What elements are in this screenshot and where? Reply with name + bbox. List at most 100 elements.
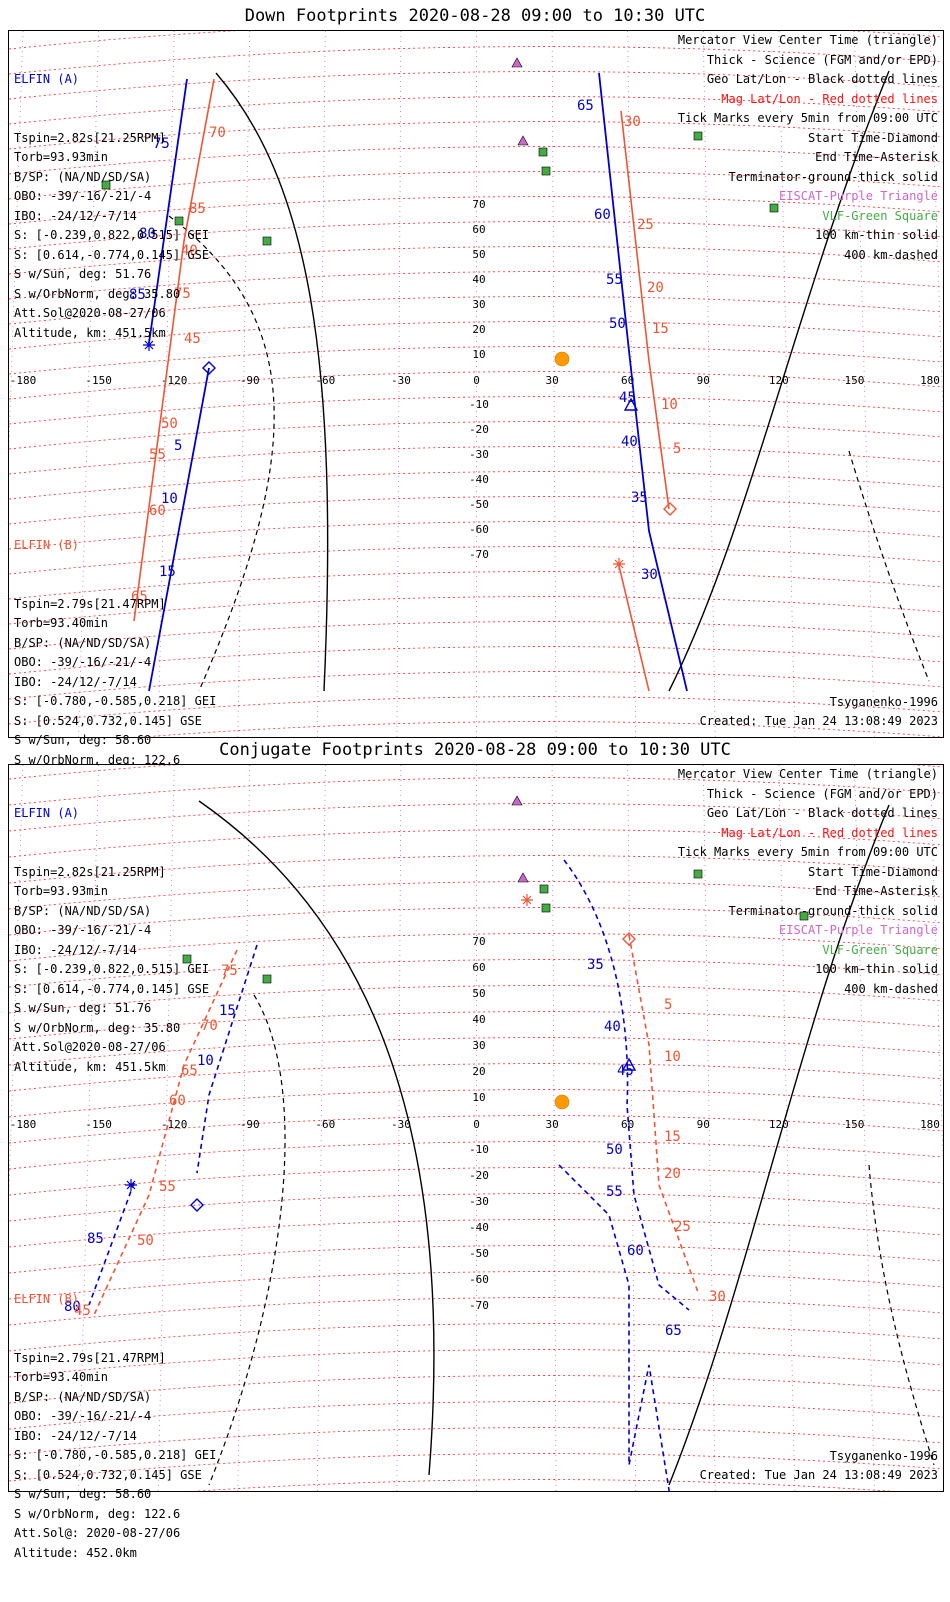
legend-entry: Mag Lat/Lon - Red dotted lines [721,825,938,840]
elfin-a-line: Att.Sol@2020-08-27/06 [14,1040,166,1054]
model-label: Tsyganenko-1996 [829,695,938,709]
mag-lat-line [9,246,943,275]
track-labels: 65 60 55 50 45 40 35 30 75 80 85 5 10 15 30 25 20 15 10 5 40… [129,98,681,605]
mag-lat-line [9,1141,943,1170]
elfin-b-track-label: 60 [149,503,166,519]
elfin-b-track [618,565,650,692]
mag-lat-line [9,959,943,988]
elfin-a-track [196,944,258,1174]
lon-tick-label: 120 [769,1118,789,1131]
elfin-a-track-label: 35 [631,490,648,506]
legend-entry: Geo Lat/Lon - Black dotted lines [706,806,938,820]
mag-lat-line [9,1063,943,1092]
lat-tick-label: -10 [469,1143,489,1156]
lat-tick-label: 30 [472,1039,485,1052]
mag-lat-line [9,71,943,100]
eiscat-triangle [511,57,523,68]
mag-lat-line [9,1115,943,1144]
lon-tick-label: 60 [621,1118,634,1131]
lat-tick-label: 30 [472,298,485,311]
mag-lat-line [9,829,943,858]
mag-lat-line [9,777,943,806]
start-diamond [190,1198,204,1212]
map-canvas: -180 -150 -120 -90 -60 -30 0 30 60 90 120 150 180706… [9,31,943,737]
lat-tick-label: 50 [472,987,485,1000]
mag-lat-line [9,96,943,125]
elfin-a-info: ELFIN (A) Tspin=2.82s[21.25RPM] Torb=93.9… [14,765,209,1116]
lon-tick-label: -30 [391,1118,411,1131]
start-diamond [622,932,636,946]
lat-tick-label: -40 [469,1221,489,1234]
lat-tick-label: -40 [469,473,489,486]
terminator-line [848,450,930,682]
elfin-b-track-label: 25 [637,217,654,233]
elfin-b-line: Tspin=2.79s[21.47RPM] [14,596,166,611]
elfin-a-track-label: 50 [606,1142,623,1158]
geo-lon-line [396,765,402,1491]
legend-entry: Geo Lat/Lon - Black dotted lines [706,72,938,86]
elfin-b-line: S: [0.524,0.732,0.145] GSE [14,1467,202,1482]
lat-tick-label: -20 [469,1169,489,1182]
elfin-b-track-label: 10 [664,1049,681,1065]
elfin-a-track [563,859,690,1311]
legend-entry: Start Time-Diamond [807,864,938,879]
elfin-a-line: S w/OrbNorm, deg: 35.80 [14,1020,181,1035]
lat-tick-label: -10 [469,398,489,411]
mag-lat-line [9,1401,943,1430]
legend-entry: Thick - Science (FGM and/or EPD) [706,786,938,801]
legend-entry: End Time-Asterisk [815,150,938,164]
elfin-a-track-label: 5 [174,438,182,454]
lat-tick-label: 70 [472,935,485,948]
elfin-b-track-label: 10 [661,397,678,413]
lon-tick-label: -90 [240,1118,260,1131]
terminator-line [215,72,329,692]
elfin-b-track-label: 70 [201,1018,218,1034]
vlf-square [182,954,192,964]
elfin-b-track-label: 20 [664,1166,681,1182]
elfin-b-track [628,934,700,1296]
geo-lon-line [78,765,99,1491]
mag-lat-line [193,1479,894,1491]
elfin-a-line: B/SP: (NA/ND/SD/SA) [14,903,152,918]
elfin-a-track [558,1164,670,1491]
tracks [133,72,688,692]
elfin-b-line: OBO: -39/-16/-21/-4 [14,1409,152,1423]
track-labels: 35 40 45 50 55 60 65 15 10 85 80 5 10 15 20 25 30 75 70 65 6… [64,957,726,1339]
terminator-line [668,804,890,1486]
vlf-square [262,236,272,246]
lon-tick-label: -150 [85,374,112,387]
elfin-b-line: OBO: -39/-16/-21/-4 [14,655,152,669]
created-label: Created: Tue Jan 24 13:08:49 2023 [699,1468,938,1482]
lon-tick-label: -60 [315,1118,335,1131]
elfin-b-line: S w/OrbNorm, deg: 122.6 [14,1506,181,1521]
legend-entry: VLF-Green Square [822,942,938,957]
elfin-a-line: S: [0.614,-0.774,0.145] GSE [14,981,210,996]
legend-entry: 100 km-thin solid [815,228,938,242]
elfin-b-track-label: 45 [74,1303,91,1319]
legend-entry: Mag Lat/Lon - Red dotted lines [721,91,938,106]
legend-entry: Mercator View Center Time (triangle) [677,767,938,781]
vlf-square [538,147,548,157]
elfin-b-track-label: 70 [209,125,226,141]
elfin-a-header: ELFIN (A) [14,806,80,820]
mag-lat-line [9,396,943,425]
model-label: Tsyganenko-1996 [829,1449,938,1463]
lon-tick-label: -180 [10,374,37,387]
vlf-square [799,911,809,921]
mag-lat-line [9,1427,943,1456]
mag-lat-line [9,1167,943,1196]
lat-tick-label: 10 [472,348,485,361]
mag-lat-line [9,1271,943,1300]
elfin-a-track-label: 15 [159,564,176,580]
mag-lat-line [9,546,943,575]
elfin-a-line: Altitude, km: 451.5km [14,325,166,340]
elfin-b-line: S: [0.524,0.732,0.145] GSE [14,713,202,728]
lon-tick-label: -90 [240,374,260,387]
lon-tick-label: 90 [697,374,710,387]
elfin-a-track-label: 35 [587,957,604,973]
mag-lat-line [9,1089,943,1118]
legend-entry: Mercator View Center Time (triangle) [677,33,938,47]
elfin-b-track-label: 20 [647,280,664,296]
vlf-square [693,131,703,141]
elfin-a-track-label: 45 [617,1063,634,1079]
